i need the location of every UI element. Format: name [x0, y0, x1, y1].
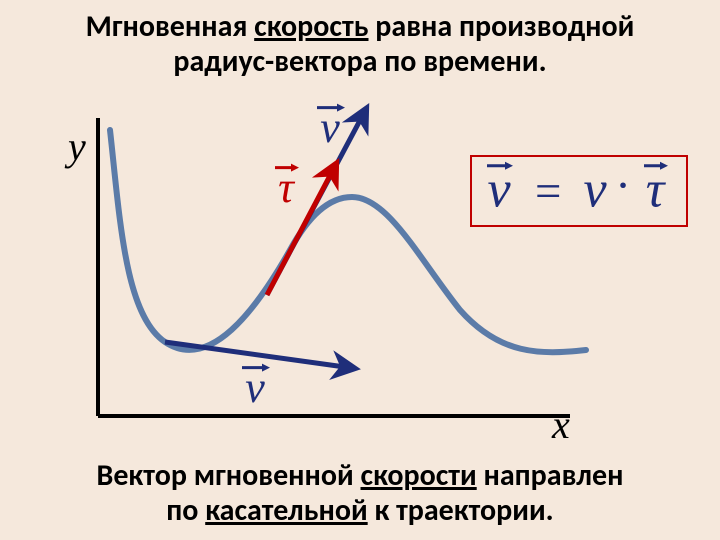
svg-text:x: x	[551, 402, 570, 440]
formula-box: v = v·τ	[470, 155, 688, 227]
svg-text:v: v	[487, 161, 511, 218]
svg-text:y: y	[64, 124, 86, 169]
svg-text:v: v	[583, 161, 607, 218]
physics-slide: Мгновенная скорость равна производной ра…	[0, 0, 720, 540]
title-line1-after: равна производной	[369, 8, 635, 45]
title-line1-pre: Мгновенная	[86, 8, 255, 45]
title-block: Мгновенная скорость равна производной ра…	[0, 10, 720, 79]
footer-line1-after: направлен	[477, 457, 624, 494]
trajectory-plot: yxvτv	[30, 100, 590, 440]
title-line2: радиус-вектора по времени.	[173, 43, 546, 80]
footer-line2-pre: по	[166, 492, 205, 529]
svg-text:τ: τ	[646, 161, 667, 218]
formula: v = v·τ	[475, 159, 683, 223]
footer-line2-after: к траектории.	[368, 492, 554, 529]
svg-text:·: ·	[615, 159, 631, 211]
graph: yxvτv	[30, 100, 590, 445]
footer-line2-under: касательной	[205, 492, 367, 529]
footer-line1-under: скорости	[361, 457, 477, 494]
svg-text:=: =	[535, 165, 561, 217]
footer-line1-pre: Вектор мгновенной	[97, 457, 361, 494]
title-line1-under: скорость	[254, 8, 368, 45]
footer-block: Вектор мгновенной скорости направлен по …	[0, 459, 720, 528]
